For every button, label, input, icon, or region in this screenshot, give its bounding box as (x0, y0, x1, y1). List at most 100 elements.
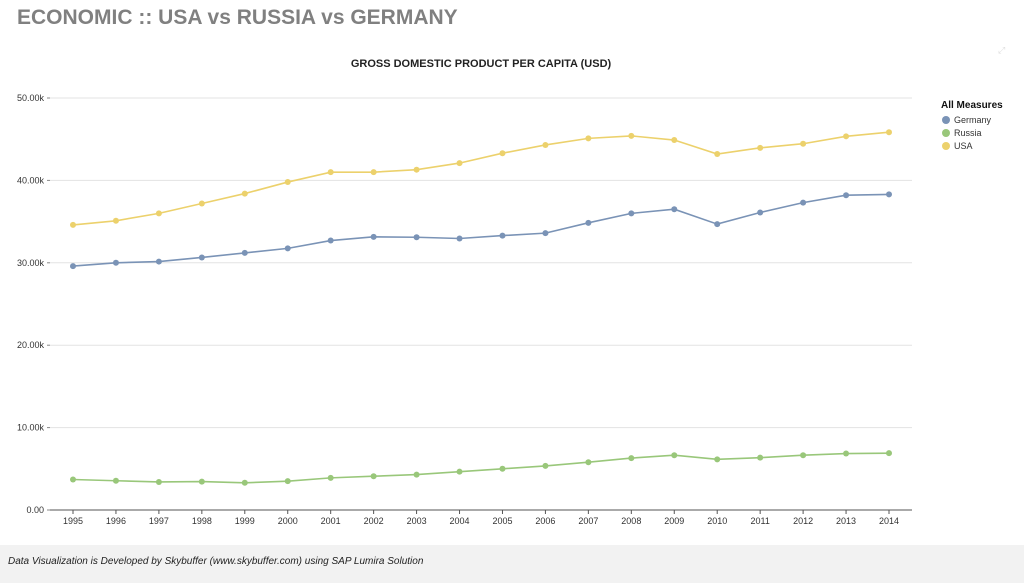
x-tick-label: 2002 (364, 516, 384, 526)
germany-point (843, 192, 850, 199)
russia-point (327, 474, 334, 481)
legend-marker-russia (942, 129, 950, 137)
legend-marker-germany (942, 116, 950, 124)
russia-point (241, 479, 248, 486)
germany-point (585, 219, 592, 226)
y-tick-label: 20.00k (17, 340, 45, 350)
x-tick-label: 2004 (450, 516, 470, 526)
germany-point (886, 191, 892, 198)
usa-point (671, 137, 678, 144)
usa-point (327, 169, 334, 176)
russia-point (628, 455, 635, 462)
x-tick-label: 1999 (235, 516, 255, 526)
x-tick-label: 2001 (321, 516, 341, 526)
usa-point (499, 150, 506, 157)
usa-point (456, 160, 463, 167)
series-germany (70, 191, 892, 270)
x-tick-label: 1995 (63, 516, 83, 526)
russia-point (843, 450, 850, 457)
russia-point (886, 450, 892, 457)
x-tick-label: 2008 (621, 516, 641, 526)
gridlines (50, 97, 912, 429)
y-tick-label: 50.00k (17, 93, 45, 103)
legend-label-usa: USA (954, 141, 973, 151)
x-tick-label: 2000 (278, 516, 298, 526)
usa-point (370, 169, 377, 176)
x-tick-label: 2010 (707, 516, 727, 526)
germany-point (112, 259, 119, 266)
usa-point (241, 190, 248, 197)
russia-point (284, 478, 291, 485)
x-tick-label: 1997 (149, 516, 169, 526)
usa-point (628, 132, 635, 139)
usa-point (542, 141, 549, 148)
germany-point (456, 235, 463, 242)
germany-point (327, 237, 334, 244)
page-title: ECONOMIC :: USA vs RUSSIA vs GERMANY (17, 6, 458, 29)
russia-point (542, 462, 549, 469)
x-tick-label: 2005 (492, 516, 512, 526)
germany-point (671, 206, 678, 213)
x-tick-label: 2014 (879, 516, 899, 526)
russia-point (800, 452, 807, 459)
x-tick-label: 2009 (664, 516, 684, 526)
usa-point (714, 151, 721, 158)
legend-marker-usa (942, 142, 950, 150)
russia-point (714, 456, 721, 463)
russia-point (757, 454, 764, 461)
legend-title: All Measures (941, 100, 1003, 111)
legend: All Measures Germany Russia USA (941, 100, 1003, 151)
x-tick-label: 2012 (793, 516, 813, 526)
x-tick-label: 1996 (106, 516, 126, 526)
germany-point (800, 199, 807, 206)
legend-label-russia: Russia (954, 128, 982, 138)
russia-point (370, 473, 377, 480)
russia-point (456, 468, 463, 475)
usa-point (198, 200, 205, 207)
footer-credit: Data Visualization is Developed by Skybu… (8, 556, 424, 567)
russia-point (671, 452, 678, 459)
series-russia (70, 450, 892, 486)
russia-point (499, 465, 506, 472)
usa-point (800, 140, 807, 147)
germany-point (198, 254, 205, 261)
x-tick-label: 2006 (535, 516, 555, 526)
usa-point (843, 133, 850, 140)
germany-point (757, 209, 764, 216)
x-tick-label: 2007 (578, 516, 598, 526)
russia-point (155, 478, 162, 485)
germany-point (155, 258, 162, 265)
series-lines (70, 129, 892, 486)
legend-label-germany: Germany (954, 115, 992, 125)
usa-point (112, 217, 119, 224)
x-tick-label: 2011 (750, 516, 769, 526)
germany-point (499, 232, 506, 239)
germany-line (72, 193, 890, 267)
x-tick-label: 2003 (407, 516, 427, 526)
germany-point (284, 245, 291, 252)
germany-point (370, 233, 377, 240)
expand-icon[interactable]: ⤢ (998, 45, 1006, 55)
axes: 0.00 10.00k 20.00k 30.00k 40.00k 50.00k 1995 19… (17, 93, 912, 526)
germany-point (542, 230, 549, 237)
germany-point (714, 221, 721, 228)
russia-point (70, 476, 76, 483)
usa-point (155, 210, 162, 217)
germany-point (628, 210, 635, 217)
russia-point (413, 471, 420, 478)
usa-point (70, 221, 76, 228)
russia-point (198, 478, 205, 485)
russia-point (585, 459, 592, 466)
chart-title: GROSS DOMESTIC PRODUCT PER CAPITA (USD) (351, 58, 612, 70)
usa-line (72, 131, 890, 226)
y-tick-label: 0.00 (26, 505, 44, 515)
germany-point (413, 234, 420, 241)
y-tick-label: 40.00k (17, 175, 45, 185)
y-tick-label: 10.00k (17, 423, 45, 433)
series-usa (70, 129, 892, 228)
x-tick-label: 2013 (836, 516, 856, 526)
usa-point (284, 179, 291, 186)
footer-bar: Data Visualization is Developed by Skybu… (0, 545, 1024, 583)
usa-point (413, 166, 420, 173)
usa-point (585, 135, 592, 142)
